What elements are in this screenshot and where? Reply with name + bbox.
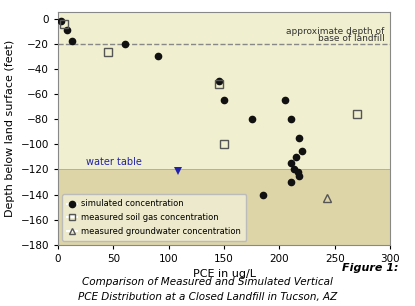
- Text: PCE Distribution at a Closed Landfill in Tucson, AZ: PCE Distribution at a Closed Landfill in…: [78, 292, 337, 302]
- Bar: [58, 170, 390, 245]
- Legend: simulated concentration, measured soil gas concentration, measured groundwater c: simulated concentration, measured soil g…: [62, 195, 247, 241]
- Text: Figure 1:: Figure 1:: [342, 263, 398, 273]
- Text: base of landfill: base of landfill: [318, 34, 385, 43]
- X-axis label: PCE in ug/L: PCE in ug/L: [193, 269, 256, 279]
- Y-axis label: Depth below land surface (feet): Depth below land surface (feet): [5, 40, 15, 217]
- Text: water table: water table: [86, 157, 142, 167]
- Text: approximate depth of: approximate depth of: [286, 27, 385, 35]
- Bar: [58, 12, 390, 170]
- Text: Comparison of Measured and Simulated Vertical: Comparison of Measured and Simulated Ver…: [82, 277, 333, 287]
